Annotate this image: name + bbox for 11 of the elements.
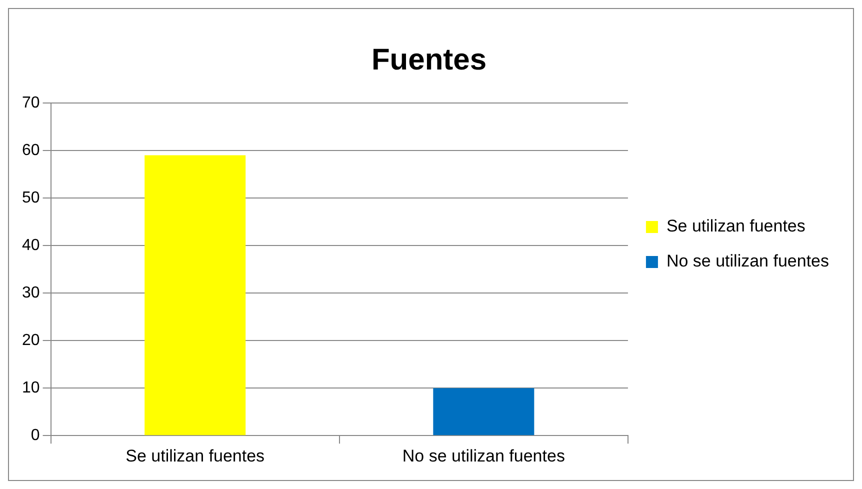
- legend-label: No se utilizan fuentes: [666, 252, 830, 271]
- y-tick-label: 30: [22, 284, 40, 302]
- y-tick-label: 50: [22, 189, 40, 206]
- y-tick-label: 60: [22, 142, 40, 159]
- y-tick-label: 70: [22, 94, 40, 112]
- y-tick-label: 20: [22, 332, 40, 349]
- chart-title: Fuentes: [371, 43, 487, 76]
- legend-label: Se utilizan fuentes: [666, 216, 806, 236]
- y-tick-label: 40: [22, 236, 40, 254]
- y-tick-label: 10: [22, 379, 40, 396]
- y-tick-label: 0: [30, 427, 40, 444]
